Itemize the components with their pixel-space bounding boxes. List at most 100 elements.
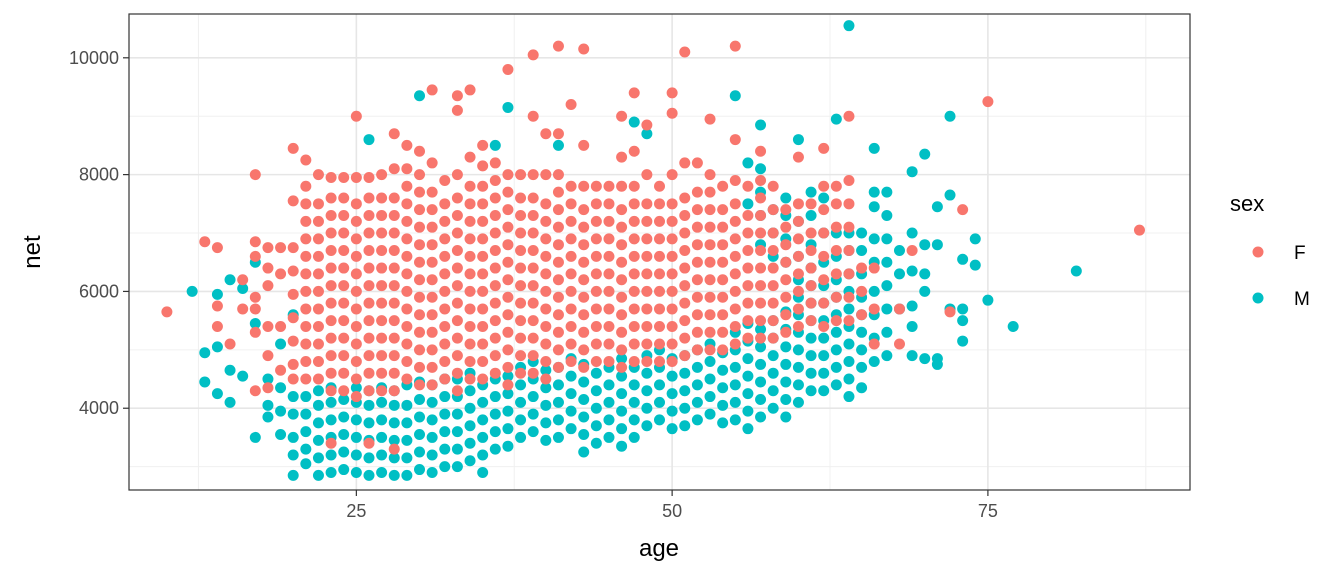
point-F (679, 262, 691, 274)
point-F (616, 309, 628, 321)
point-F (300, 233, 312, 245)
point-M (363, 417, 375, 429)
point-F (363, 437, 375, 449)
point-F (464, 268, 476, 280)
point-F (338, 172, 350, 184)
point-F (502, 63, 514, 75)
point-M (969, 259, 981, 271)
point-F (489, 350, 501, 362)
point-F (742, 227, 754, 239)
point-M (186, 285, 198, 297)
point-F (654, 338, 665, 350)
point-M (679, 420, 691, 432)
point-M (919, 285, 931, 297)
point-M (881, 280, 893, 292)
point-F (376, 385, 388, 397)
x-tick-label: 75 (978, 501, 998, 521)
point-M (211, 341, 223, 353)
point-M (224, 396, 236, 408)
point-F (704, 326, 716, 338)
point-F (540, 338, 552, 350)
point-F (679, 350, 691, 362)
point-M (312, 434, 324, 446)
point-F (426, 274, 438, 286)
point-M (666, 388, 678, 400)
point-M (414, 411, 426, 423)
point-F (338, 385, 350, 397)
point-F (792, 151, 804, 163)
point-F (401, 356, 413, 368)
point-F (477, 338, 489, 350)
point-F (312, 215, 324, 227)
point-F (679, 192, 691, 204)
point-F (439, 198, 451, 210)
point-F (742, 315, 754, 327)
point-F (616, 221, 628, 233)
point-M (540, 364, 552, 376)
point-F (211, 242, 223, 254)
point-F (388, 227, 400, 239)
point-F (388, 280, 400, 292)
point-M (451, 426, 463, 438)
point-M (792, 134, 804, 146)
point-F (350, 285, 362, 297)
point-F (540, 320, 552, 332)
point-F (275, 268, 287, 280)
point-F (616, 326, 628, 338)
point-F (275, 242, 287, 254)
point-F (464, 303, 476, 315)
point-F (464, 338, 476, 350)
point-F (755, 192, 767, 204)
point-F (578, 256, 590, 268)
point-F (515, 367, 527, 379)
point-F (565, 233, 577, 245)
point-F (211, 320, 223, 332)
point-M (376, 466, 388, 478)
point-M (729, 379, 741, 391)
point-F (388, 443, 400, 455)
point-F (742, 209, 754, 221)
point-F (312, 320, 324, 332)
point-M (376, 414, 388, 426)
point-F (426, 186, 438, 198)
point-F (641, 356, 653, 368)
point-F (616, 239, 628, 251)
point-F (717, 326, 729, 338)
point-F (578, 239, 590, 251)
point-F (325, 245, 337, 257)
point-F (350, 233, 362, 245)
point-M (944, 110, 956, 122)
point-F (540, 215, 552, 227)
point-F (376, 245, 388, 257)
point-M (350, 449, 362, 461)
point-F (199, 236, 211, 248)
point-F (616, 180, 628, 192)
point-M (502, 405, 514, 417)
point-M (856, 344, 868, 356)
point-F (603, 198, 615, 210)
point-M (603, 379, 615, 391)
point-F (249, 250, 261, 262)
point-M (224, 364, 236, 376)
point-M (388, 434, 400, 446)
point-M (363, 452, 375, 464)
point-M (464, 402, 476, 414)
point-F (325, 437, 337, 449)
point-M (856, 361, 868, 373)
point-M (527, 408, 539, 420)
point-F (350, 215, 362, 227)
point-F (401, 163, 413, 175)
point-F (515, 209, 527, 221)
point-F (830, 245, 842, 257)
point-F (590, 285, 602, 297)
point-M (641, 402, 653, 414)
point-M (881, 256, 893, 268)
point-F (704, 186, 716, 198)
point-M (792, 396, 804, 408)
point-F (540, 198, 552, 210)
point-F (426, 221, 438, 233)
point-M (742, 388, 754, 400)
point-F (325, 280, 337, 292)
point-F (805, 280, 817, 292)
point-M (300, 458, 312, 470)
